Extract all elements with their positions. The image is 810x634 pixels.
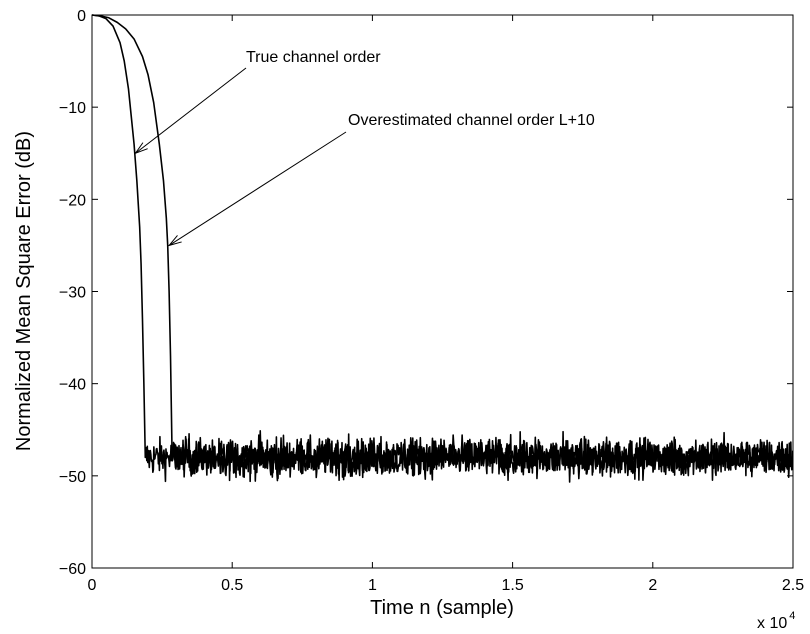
y-tick-label: 0 (77, 8, 86, 25)
series-layer (91, 14, 794, 483)
series-line-2 (91, 14, 794, 483)
plot-area (91, 14, 794, 569)
y-tick-label: −20 (59, 192, 86, 209)
annotation-label: Overestimated channel order L+10 (348, 112, 595, 129)
y-tick-label: −60 (59, 561, 86, 578)
x-tick-label: 2.5 (782, 577, 804, 594)
y-tick-label: −30 (59, 285, 86, 302)
x-tick-label: 0.5 (221, 577, 243, 594)
annotation-arrowhead (134, 142, 148, 155)
annotation-arrow (135, 67, 247, 154)
x-exponent-power: 4 (789, 610, 795, 622)
x-tick-label: 2 (648, 577, 657, 594)
y-axis-label: Normalized Mean Square Error (dB) (13, 131, 35, 451)
y-tick-label: −40 (59, 377, 86, 394)
x-axis-label: Time n (sample) (370, 597, 514, 619)
x-tick-label: 1.5 (501, 577, 523, 594)
annotation-arrow (168, 131, 347, 246)
x-exponent-base: x 10 (757, 615, 787, 632)
x-axis-exponent: x 10 4 (757, 610, 795, 632)
x-axis-ticks: 0 0.5 1 1.5 2 2.5 (88, 15, 804, 594)
y-tick-label: −10 (59, 100, 86, 117)
annotation-layer: True channel order Overestimated channel … (134, 49, 595, 247)
y-axis-ticks: 0 −10 −20 −30 −40 −50 −60 (59, 8, 793, 578)
x-tick-label: 1 (368, 577, 377, 594)
y-tick-label: −50 (59, 469, 86, 486)
annotation-label: True channel order (246, 49, 381, 66)
x-tick-label: 0 (88, 577, 97, 594)
annotation-arrowhead (167, 235, 182, 247)
